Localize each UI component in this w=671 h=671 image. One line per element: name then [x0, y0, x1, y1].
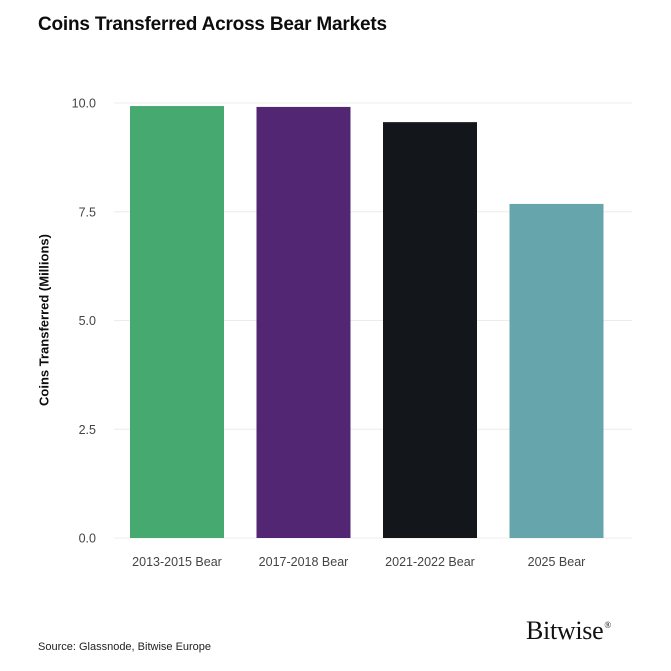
chart-title: Coins Transferred Across Bear Markets — [38, 14, 387, 35]
x-tick-label: 2017-2018 Bear — [259, 555, 349, 569]
registered-mark: ® — [604, 620, 611, 630]
x-tick-label: 2025 Bear — [528, 555, 586, 569]
bar — [130, 106, 224, 539]
x-tick-label: 2013-2015 Bear — [132, 555, 222, 569]
y-tick-label: 2.5 — [79, 423, 96, 437]
bar — [509, 203, 604, 539]
logo-text: Bitwise — [526, 616, 604, 645]
y-tick-label: 10.0 — [72, 97, 96, 111]
y-axis-ticks: 0.0 2.5 5.0 7.5 10.0 — [72, 97, 96, 546]
bars — [130, 106, 604, 539]
y-tick-label: 0.0 — [79, 532, 96, 546]
x-axis-ticks: 2013-2015 Bear 2017-2018 Bear 2021-2022 Be… — [132, 555, 585, 569]
y-tick-label: 5.0 — [79, 314, 96, 328]
source-note: Source: Glassnode, Bitwise Europe — [38, 641, 212, 653]
y-tick-label: 7.5 — [79, 205, 96, 219]
x-tick-label: 2021-2022 Bear — [385, 555, 475, 569]
bitwise-logo: Bitwise® — [526, 616, 611, 646]
bar — [383, 122, 477, 538]
bar — [256, 106, 351, 538]
